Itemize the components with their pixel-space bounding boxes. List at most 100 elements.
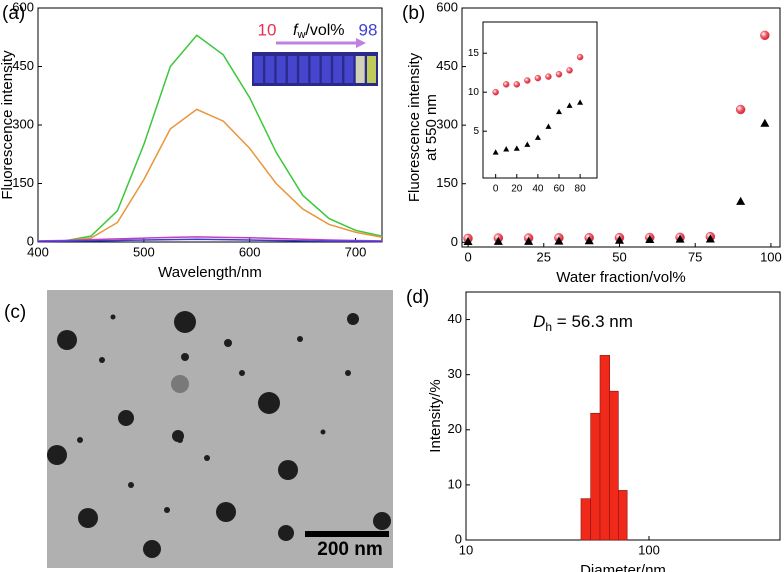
vial xyxy=(333,56,343,83)
x-tick-label: 0 xyxy=(493,184,499,195)
panel-label: (c) xyxy=(4,302,26,323)
circle-point xyxy=(513,81,521,88)
histogram-bar xyxy=(609,390,619,541)
y-axis-title: at 550 nm xyxy=(423,94,440,161)
triangle-point xyxy=(463,236,473,246)
x-tick-label: 400 xyxy=(27,244,49,259)
triangle-point xyxy=(584,236,594,245)
y-tick-label: 150 xyxy=(12,175,34,190)
x-tick-label: 20 xyxy=(511,184,523,195)
histogram-bar xyxy=(618,490,628,541)
vial xyxy=(265,56,275,83)
y-tick-label: 600 xyxy=(436,0,458,14)
circle-point xyxy=(576,53,584,61)
triangle-point xyxy=(675,234,685,243)
inset-end: 98 xyxy=(359,20,378,39)
x-tick-label: 40 xyxy=(532,184,544,195)
x-tick-label: 600 xyxy=(239,244,261,259)
y-tick-label: 10 xyxy=(468,87,480,98)
x-tick-label: 100 xyxy=(760,249,782,264)
spectrum-line xyxy=(37,236,383,242)
circle-point xyxy=(534,74,542,82)
vial xyxy=(276,56,286,83)
x-tick-label: 50 xyxy=(612,249,626,264)
triangle-point xyxy=(524,236,534,245)
y-axis-title: Fluorescence intensity xyxy=(406,52,423,202)
triangle-point xyxy=(736,196,746,205)
x-axis-title: Water fraction/vol% xyxy=(556,269,686,286)
x-tick-label: 25 xyxy=(537,249,551,264)
vial xyxy=(254,56,263,83)
vial xyxy=(367,56,376,83)
panel-label: (d) xyxy=(406,287,429,308)
panel-label: (b) xyxy=(402,3,425,24)
spectrum-line xyxy=(37,238,383,243)
panel-label: (a) xyxy=(2,3,25,24)
x-tick-label: 60 xyxy=(553,184,565,195)
vial xyxy=(287,56,297,83)
inset-bg xyxy=(483,22,597,178)
y-tick-label: 5 xyxy=(473,126,479,137)
x-tick-label: 75 xyxy=(688,249,702,264)
y-tick-label: 10 xyxy=(448,476,462,491)
y-axis-title: Intensity/% xyxy=(427,379,444,452)
histogram-bar xyxy=(580,498,591,541)
triangle-point xyxy=(492,149,499,155)
y-tick-label: 150 xyxy=(436,175,458,190)
spectrum-line xyxy=(37,108,383,242)
circle-point xyxy=(545,73,552,80)
triangle-point xyxy=(554,236,564,245)
y-tick-label: 0 xyxy=(27,233,34,248)
triangle-point xyxy=(534,134,541,140)
vial xyxy=(344,56,354,83)
y-tick-label: 0 xyxy=(451,234,458,249)
annotation-text: = 56.3 nm xyxy=(552,312,633,331)
vial xyxy=(355,56,365,83)
triangle-point xyxy=(614,235,624,244)
circle-point xyxy=(566,67,573,74)
circle-point xyxy=(735,104,746,115)
triangle-point xyxy=(566,102,573,108)
x-tick-label: 10 xyxy=(459,542,473,557)
circle-point xyxy=(760,30,770,41)
y-tick-label: 450 xyxy=(436,58,458,73)
vial xyxy=(321,56,331,83)
y-tick-label: 300 xyxy=(12,116,34,131)
inset-title: fw/vol% xyxy=(293,22,345,41)
triangle-point xyxy=(556,108,562,115)
plot-frame xyxy=(461,7,781,248)
vial xyxy=(310,56,320,83)
x-axis-title: Wavelength/nm xyxy=(158,264,262,281)
x-tick-label: 500 xyxy=(133,244,155,259)
y-tick-label: 300 xyxy=(436,117,458,132)
triangle-point xyxy=(760,118,770,127)
triangle-point xyxy=(545,123,552,129)
annotation-symbol: D xyxy=(533,312,545,331)
x-axis-title: Diameter/nm xyxy=(580,562,666,572)
x-tick-label: 100 xyxy=(638,542,660,557)
vial xyxy=(299,56,309,83)
annotation: Dh = 56.3 nm xyxy=(533,312,633,334)
triangle-point xyxy=(705,234,715,243)
scale-bar-label: 200 nm xyxy=(317,539,382,560)
x-tick-label: 80 xyxy=(575,184,587,195)
inset-title-part: w xyxy=(296,29,305,41)
triangle-point xyxy=(503,146,510,152)
circle-point xyxy=(502,81,510,88)
y-tick-label: 20 xyxy=(448,421,462,436)
triangle-point xyxy=(493,236,503,245)
y-tick-label: 40 xyxy=(448,311,462,326)
triangle-point xyxy=(645,234,655,243)
inset-start: 10 xyxy=(258,20,277,39)
arrow-head xyxy=(356,38,366,48)
triangle-point xyxy=(513,145,520,151)
circle-point xyxy=(492,88,499,96)
circle-point xyxy=(555,71,563,78)
histogram-bar xyxy=(599,355,611,541)
spectrum-line xyxy=(37,34,383,242)
tem-image xyxy=(47,290,393,568)
y-tick-label: 0 xyxy=(455,531,462,546)
triangle-point xyxy=(577,99,584,105)
inset-title-part: /vol% xyxy=(305,22,344,39)
